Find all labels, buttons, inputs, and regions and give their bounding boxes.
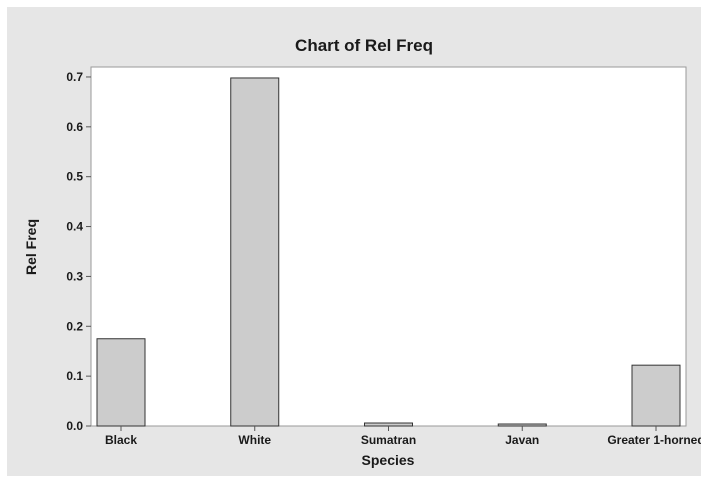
y-axis-label: Rel Freq [23, 219, 39, 275]
bar-black [96, 338, 146, 427]
x-tick-label: Black [105, 433, 137, 447]
bar-chart: Chart of Rel Freq 0.00.10.20.30.40.50.60… [23, 36, 701, 468]
y-tick-label: 0.0 [66, 419, 83, 433]
y-tick-label: 0.2 [66, 319, 83, 333]
x-axis-label: Species [362, 452, 415, 468]
plot-area [90, 66, 687, 427]
y-tick-label: 0.1 [66, 369, 83, 383]
bar-white [230, 77, 280, 427]
x-tick-label: Javan [505, 433, 539, 447]
y-tick-label: 0.3 [66, 269, 83, 283]
y-tick-label: 0.6 [66, 120, 83, 134]
x-tick-label: Sumatran [361, 433, 416, 447]
chart-figure: Chart of Rel Freq 0.0 0.1 0.2 0.3 0.4 0.5 0.6 0… [7, 7, 701, 476]
x-axis: Black White Sumatran Javan Greater 1-horned [105, 426, 701, 447]
x-tick-label: Greater 1-horned [607, 433, 701, 447]
x-tick-label: White [238, 433, 271, 447]
bar-greater-1-horned [631, 364, 681, 427]
y-tick-label: 0.5 [66, 170, 83, 184]
y-tick-label: 0.7 [66, 70, 83, 84]
bar-javan [497, 423, 547, 427]
bar-sumatran [364, 422, 413, 427]
y-axis: 0.0 0.1 0.2 0.3 0.4 0.5 0.6 0.7 [66, 70, 91, 433]
y-tick-label: 0.4 [66, 220, 83, 234]
chart-title: Chart of Rel Freq [295, 36, 433, 55]
bars [96, 77, 681, 427]
